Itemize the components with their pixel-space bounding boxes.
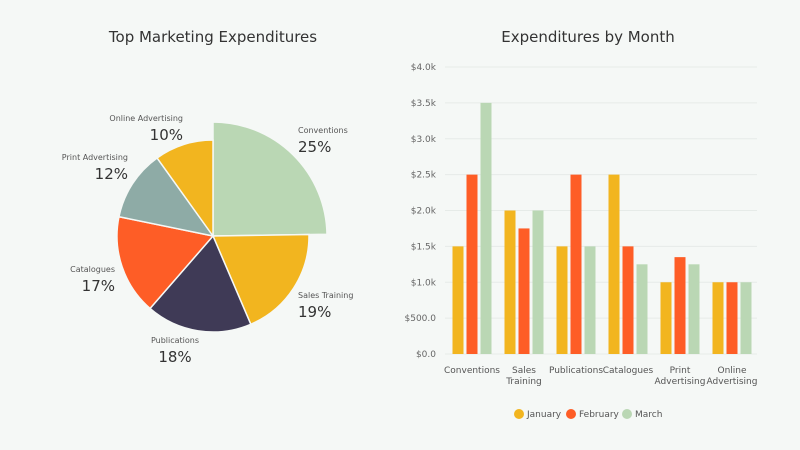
bar-january [712,282,724,354]
bar-february [570,174,582,354]
legend-marker-february [566,409,576,419]
pie-percent: 10% [150,126,183,144]
y-tick-label: $0.0 [416,350,436,360]
pie-label: Sales Training [298,291,353,300]
y-tick-label: $1.0k [411,278,437,288]
legend-label: March [635,410,662,420]
bar-march [480,102,492,354]
pie-label: Print Advertising [62,153,128,162]
x-tick-label: Advertising [707,377,758,387]
pie-slice-sales-training [211,233,310,326]
pie-slice-catalogues [116,215,215,310]
x-tick-label: Sales [512,366,536,376]
bar-march [740,282,752,354]
pie-label: Catalogues [70,265,115,274]
pie-percent: 17% [82,277,115,295]
x-tick-label: Online [717,366,746,376]
bar-chart: $0.0 $500.0 $1.0k $1.5k $2.0k $2.5k $3.0k $3.5k… [405,63,758,420]
pie-percent: 25% [298,138,331,156]
y-tick-label: $2.5k [411,171,437,181]
pie-slice-online-advertising [156,139,214,239]
bar-january [504,210,516,354]
pie-slice-print-advertising [118,156,215,238]
bar-march [584,246,596,354]
pie-title: Top Marketing Expenditures [108,28,317,46]
bar-february [674,257,686,354]
pie-label: Online Advertising [109,114,183,123]
bar-march [636,264,648,354]
bar-february [726,282,738,354]
legend-label: January [526,410,562,420]
y-tick-label: $500.0 [405,314,437,324]
y-tick-label: $3.0k [411,135,437,145]
y-tick-label: $2.0k [411,207,437,217]
x-tick-label: Publications [549,366,603,376]
pie-percent: 12% [95,165,128,183]
bar-january [556,246,568,354]
y-tick-label: $3.5k [411,99,437,109]
x-tick-label: Training [505,377,542,387]
bar-february [466,174,478,354]
bar-january [660,282,672,354]
x-tick-label: Catalogues [603,366,654,376]
bar-february [518,228,530,354]
pie-slice-publications [148,234,252,333]
x-tick-label: Print [670,366,691,376]
bar-title: Expenditures by Month [501,28,675,46]
legend-marker-january [514,409,524,419]
x-tick-label: Advertising [655,377,706,387]
bar-february [622,246,634,354]
pie-percent: 18% [158,348,191,366]
legend-marker-march [622,409,632,419]
y-tick-label: $4.0k [411,63,437,73]
y-tick-label: $1.5k [411,242,437,252]
bar-march [688,264,700,354]
legend-label: February [579,410,620,420]
bar-january [452,246,464,354]
pie-chart: Conventions 25% Sales Training 19% Publicati… [62,114,354,366]
pie-slice-conventions [212,121,328,237]
bar-march [532,210,544,354]
x-tick-label: Conventions [444,366,500,376]
pie-label: Conventions [298,126,348,135]
bar-january [608,174,620,354]
pie-label: Publications [151,336,199,345]
pie-percent: 19% [298,303,331,321]
